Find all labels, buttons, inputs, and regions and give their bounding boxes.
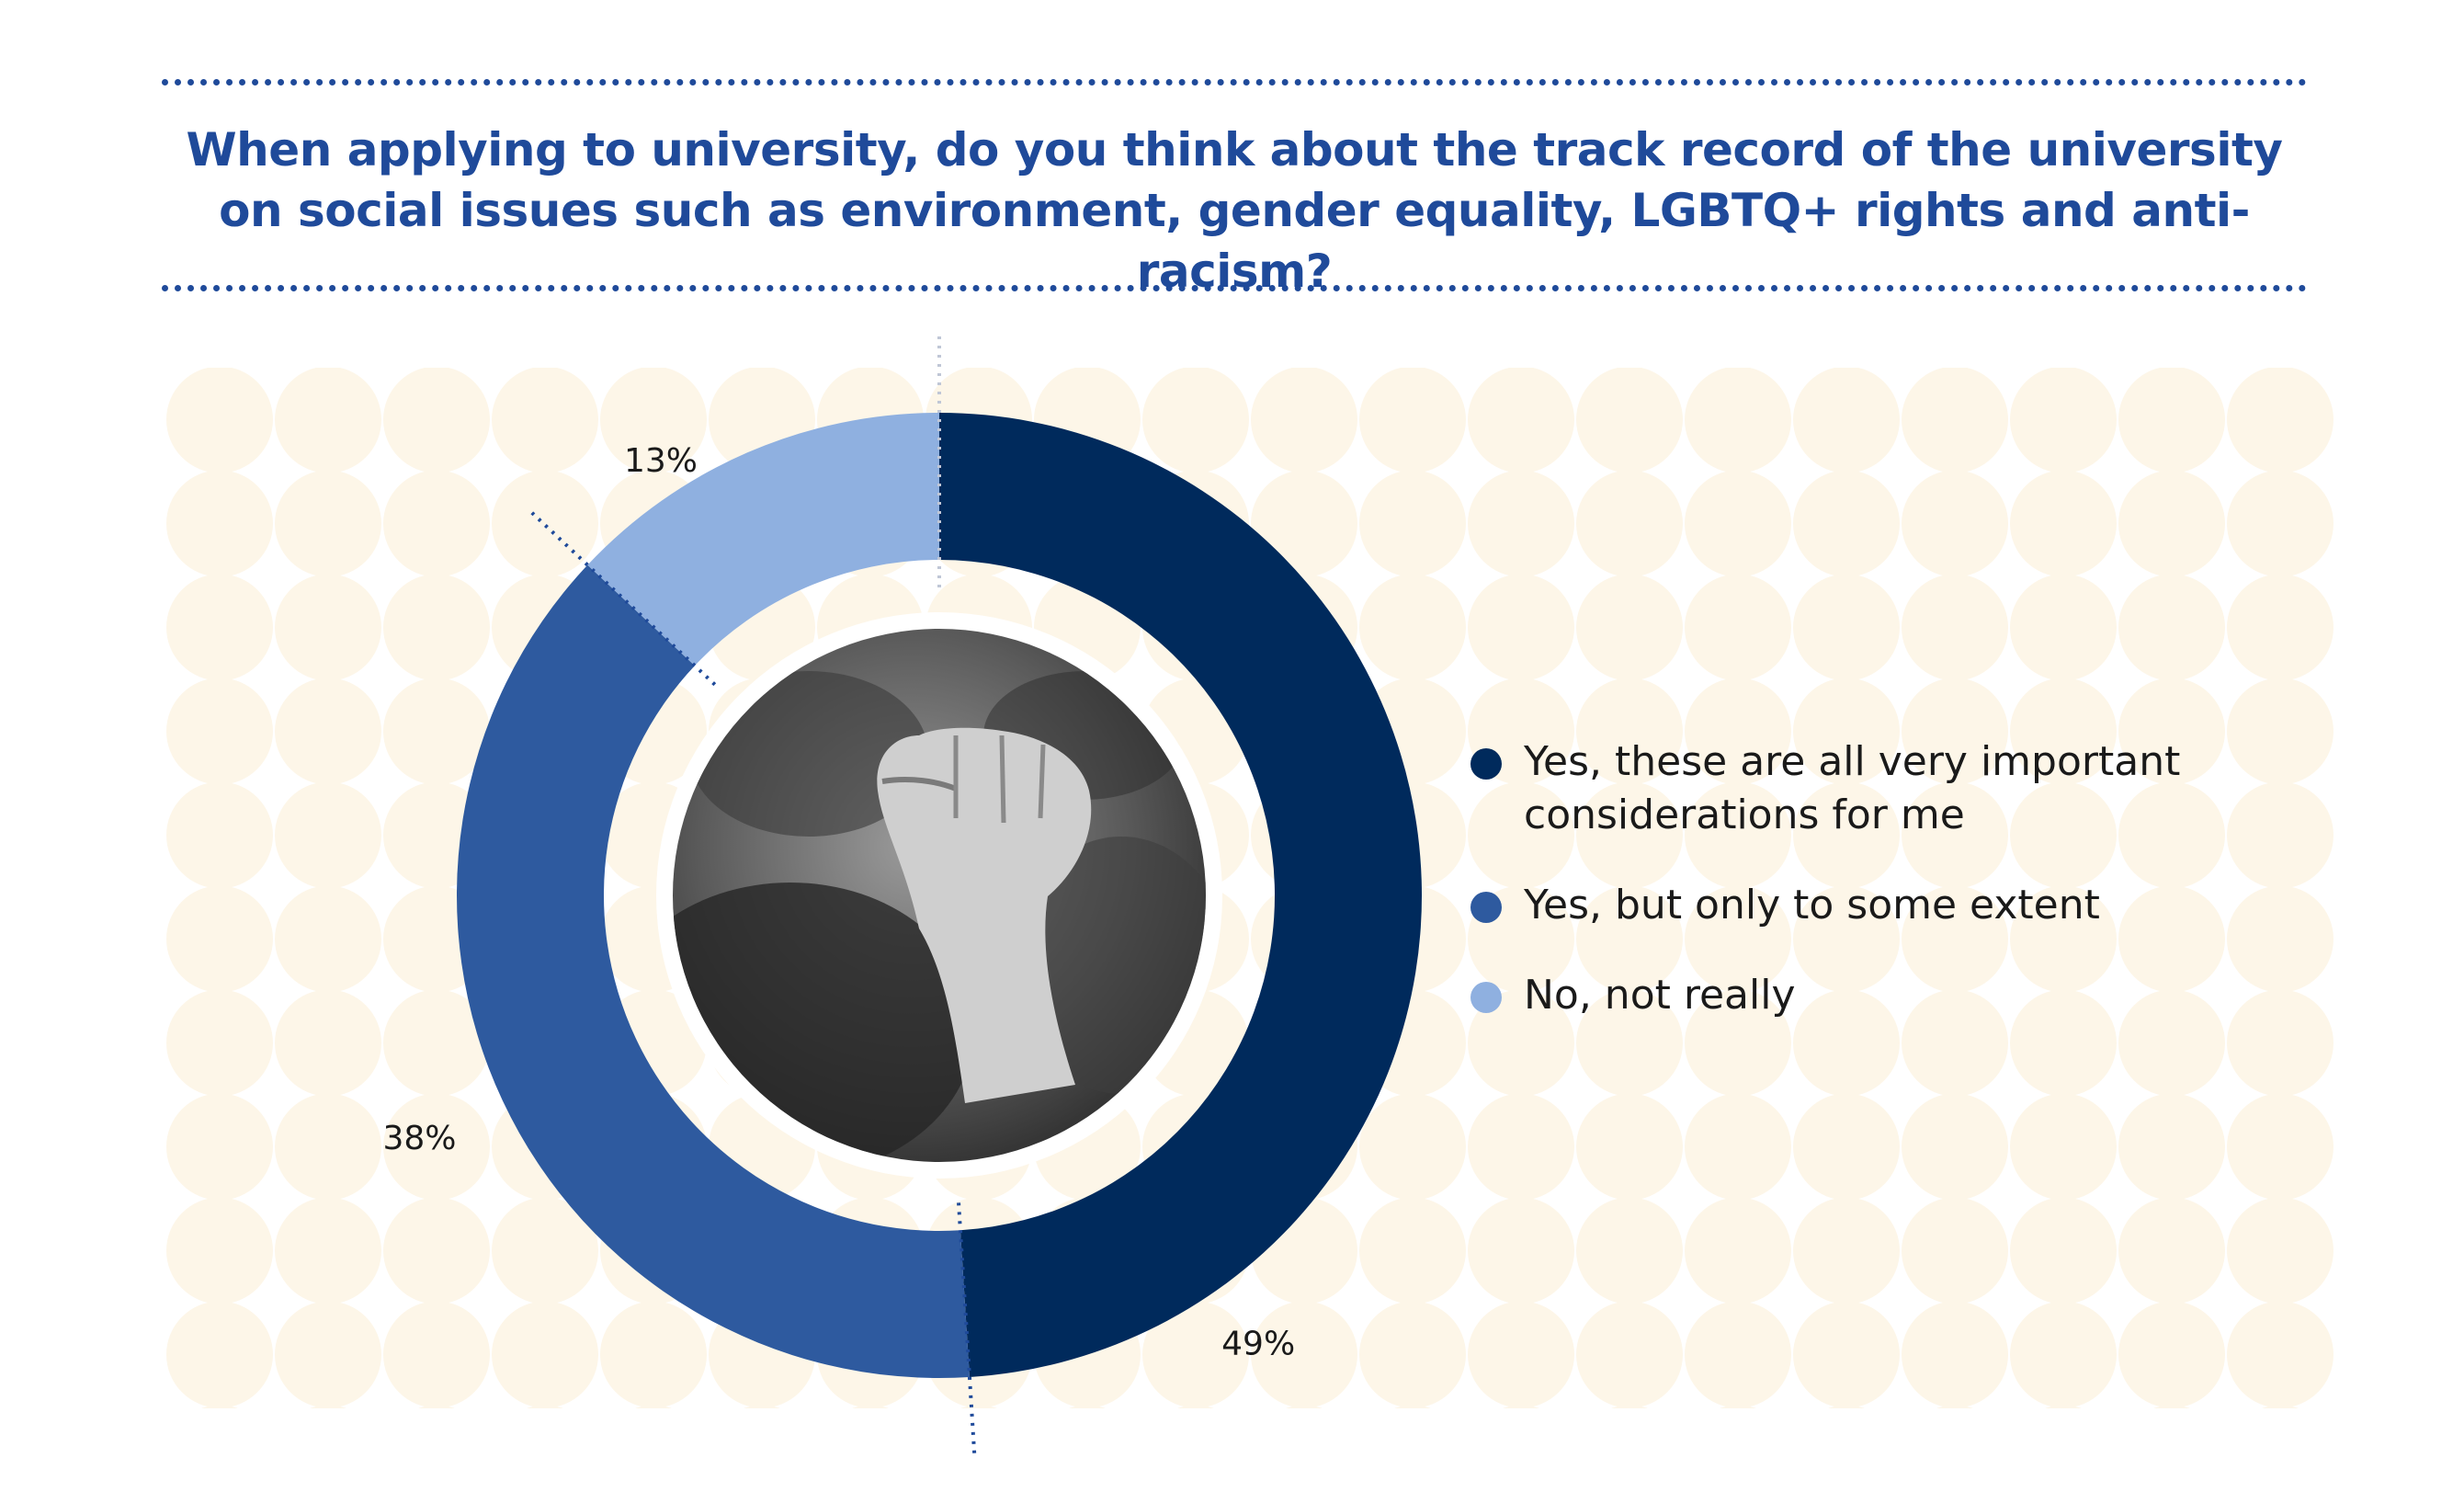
top-dotted-divider: [162, 79, 2307, 85]
segment-yes-all: [939, 413, 1422, 1377]
legend-item-no: No, not really: [1470, 969, 2390, 1022]
legend-label-yes-some: Yes, but only to some extent: [1524, 882, 2100, 928]
label-no-pct: 13%: [624, 442, 698, 480]
donut-segments: [457, 413, 1422, 1378]
segment-no: [587, 413, 939, 666]
segment-yes-some: [457, 564, 970, 1378]
label-yes-all-pct: 49%: [1221, 1325, 1295, 1362]
center-photo: [656, 612, 1222, 1179]
raised-fist-icon: [877, 727, 1092, 1103]
legend-item-yes-all: Yes, these are all very important consid…: [1470, 735, 2390, 842]
chart-header: When applying to university, do you thin…: [162, 64, 2307, 309]
legend-label-yes-all: Yes, these are all very important consid…: [1524, 738, 2181, 838]
legend-swatch-yes-some: [1470, 892, 1502, 923]
legend-item-yes-some: Yes, but only to some extent: [1470, 879, 2390, 932]
legend-label-no: No, not really: [1524, 972, 1796, 1019]
chart-legend: Yes, these are all very important consid…: [1470, 735, 2390, 1059]
legend-swatch-no: [1470, 982, 1502, 1013]
legend-swatch-yes-all: [1470, 748, 1502, 780]
bottom-dotted-divider: [162, 285, 2307, 291]
percentage-labels: 49% 38% 13%: [382, 442, 1295, 1362]
chart-title: When applying to university, do you thin…: [186, 123, 2283, 298]
label-yes-some-pct: 38%: [382, 1120, 456, 1157]
